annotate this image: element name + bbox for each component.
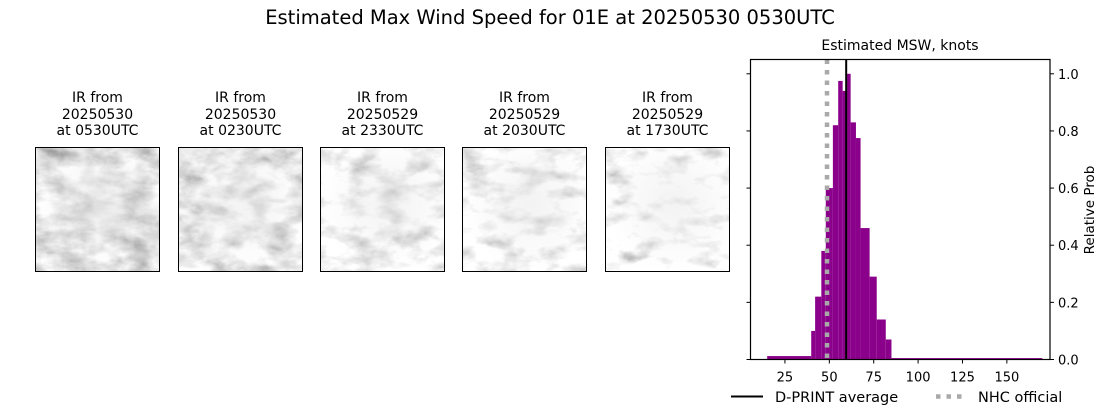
histogram-bar	[838, 80, 843, 360]
histogram-bar	[847, 73, 851, 360]
ir-satellite-image	[605, 147, 730, 272]
histogram-bar	[832, 125, 839, 360]
ir-title-time: at 2030UTC	[483, 123, 566, 139]
histogram-bar	[842, 90, 848, 360]
ir-title-time: at 1730UTC	[626, 123, 709, 139]
ir-title-date: 20250529	[346, 106, 419, 123]
ir-title-line: IR from	[499, 90, 550, 106]
x-tick-label: 125	[950, 371, 975, 386]
histogram-bar	[815, 296, 822, 360]
histogram-bar	[885, 339, 892, 360]
chart-title: Estimated MSW, knots	[821, 38, 978, 54]
histogram-bars	[767, 73, 1043, 360]
y-tick-label: 0.4	[1058, 239, 1079, 254]
ir-title-date: 20250529	[631, 106, 704, 123]
y-axis-ticks: 0.0 0.2 0.4 0.6 0.8 1.0	[746, 68, 1079, 369]
histogram-bar	[850, 122, 856, 360]
ir-title: IR from 20250529 at 2330UTC	[300, 90, 465, 140]
ir-satellite-image	[320, 147, 445, 272]
ir-cloud-texture	[606, 148, 729, 271]
axes-frame	[749, 58, 1051, 361]
ir-title-time: at 2330UTC	[341, 123, 424, 139]
legend: D-PRINT average NHC official	[731, 390, 1062, 406]
histogram-bar	[869, 276, 877, 360]
ir-title-line: IR from	[72, 90, 123, 106]
histogram-bar	[811, 330, 816, 360]
reference-lines	[824, 59, 848, 360]
ir-cloud-texture	[179, 148, 302, 271]
ir-title-line: IR from	[357, 90, 408, 106]
legend-nhc-label: NHC official	[978, 390, 1062, 406]
ir-cloud-texture	[36, 148, 159, 271]
y-tick-label: 0.6	[1058, 182, 1079, 197]
y-tick-label: 0.0	[1058, 354, 1079, 369]
ir-cloud-texture	[321, 148, 444, 271]
y-tick-label: 1.0	[1058, 68, 1079, 83]
y-axis-label: Relative Prob	[1082, 166, 1098, 255]
ir-title-line: IR from	[215, 90, 266, 106]
figure-title: Estimated Max Wind Speed for 01E at 2025…	[265, 6, 835, 29]
x-axis-ticks: 25 50 75 100 125 150	[777, 359, 1019, 386]
ir-satellite-image	[35, 147, 160, 272]
x-tick-label: 25	[777, 371, 794, 386]
legend-dprint-label: D-PRINT average	[775, 390, 898, 406]
ir-title: IR from 20250530 at 0530UTC	[15, 90, 180, 140]
ir-title: IR from 20250530 at 0230UTC	[158, 90, 323, 140]
histogram-bar	[891, 358, 1043, 360]
ir-title-line: IR from	[642, 90, 693, 106]
ir-cloud-texture	[463, 148, 586, 271]
ir-satellite-image	[178, 147, 303, 272]
ir-title: IR from 20250529 at 2030UTC	[442, 90, 607, 140]
y-tick-label: 0.8	[1058, 125, 1079, 140]
ir-title-date: 20250530	[61, 106, 134, 123]
histogram-bar	[876, 319, 886, 360]
ir-title-date: 20250530	[204, 106, 277, 123]
x-tick-label: 100	[906, 371, 931, 386]
histogram-bar	[855, 138, 861, 360]
ir-satellite-image	[462, 147, 587, 272]
ir-title-date: 20250529	[488, 106, 561, 123]
histogram-bar	[767, 356, 812, 360]
x-tick-label: 150	[994, 371, 1019, 386]
ir-title: IR from 20250529 at 1730UTC	[585, 90, 750, 140]
histogram-bar	[860, 228, 870, 360]
ir-title-time: at 0230UTC	[199, 123, 282, 139]
y-tick-label: 0.2	[1058, 296, 1079, 311]
x-tick-label: 75	[865, 371, 882, 386]
histogram-bar	[825, 188, 833, 360]
x-tick-label: 50	[821, 371, 838, 386]
ir-title-time: at 0530UTC	[56, 123, 139, 139]
histogram-bar	[821, 250, 826, 360]
